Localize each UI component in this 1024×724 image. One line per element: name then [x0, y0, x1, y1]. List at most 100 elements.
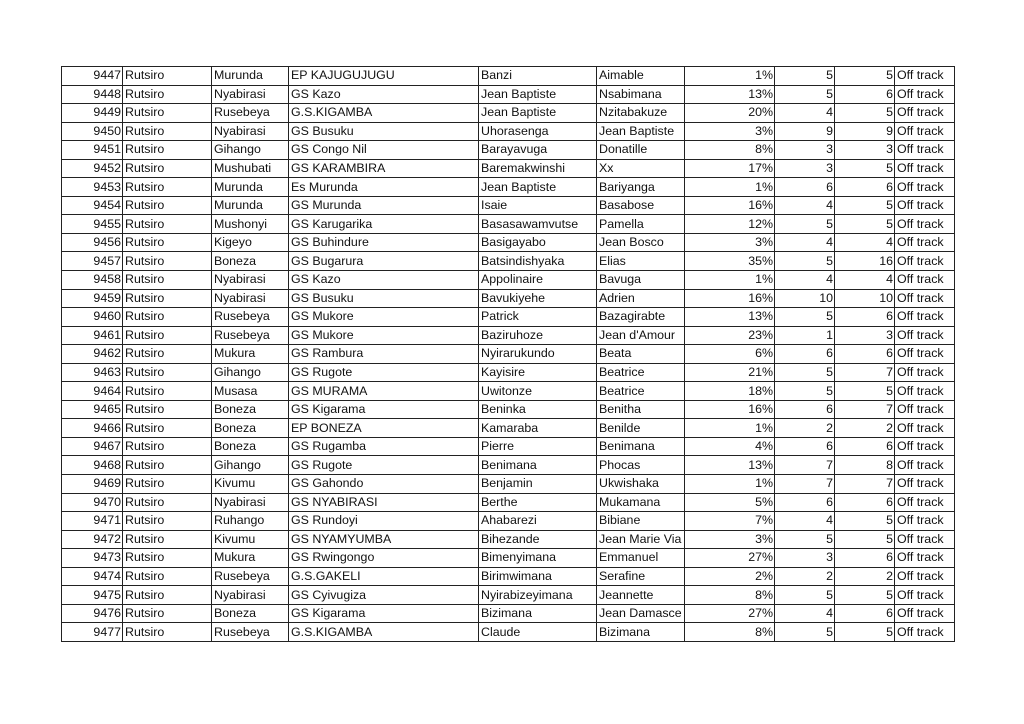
cell-status: Off track — [894, 585, 955, 605]
cell-percent: 16% — [684, 195, 775, 216]
cell-last-name: Jean Baptiste — [478, 103, 597, 123]
cell-last-name: Isaie — [478, 195, 597, 216]
cell-sector: Murunda — [211, 177, 289, 197]
cell-school: GS Kazo — [288, 84, 479, 105]
cell-first-name: Bariyanga — [596, 177, 685, 197]
cell-sector: Murunda — [211, 66, 289, 86]
cell-value-b: 5 — [834, 511, 895, 531]
cell-last-name: Benimana — [478, 455, 597, 476]
cell-first-name: Jean Damasce — [596, 603, 685, 624]
table-row: 9463 Rutsiro Gihango GS Rugote Kayisire Beatr… — [61, 362, 955, 383]
cell-school: GS Busuku — [288, 121, 479, 142]
cell-sector: Gihango — [211, 362, 289, 383]
cell-value-a: 1 — [774, 325, 835, 346]
cell-district: Rutsiro — [122, 288, 212, 309]
cell-sector: Rusebeya — [211, 566, 289, 587]
cell-value-a: 4 — [774, 603, 835, 624]
cell-value-b: 6 — [834, 177, 895, 197]
table-row: 9467 Rutsiro Boneza GS Rugamba Pierre Beniman… — [61, 436, 955, 457]
cell-last-name: Uhorasenga — [478, 121, 597, 142]
cell-value-a: 2 — [774, 418, 835, 438]
cell-first-name: Mukamana — [596, 492, 685, 513]
cell-id: 9475 — [61, 585, 123, 605]
table-row: 9459 Rutsiro Nyabirasi GS Busuku Bavukiyehe A… — [61, 288, 955, 309]
cell-sector: Kigeyo — [211, 232, 289, 253]
cell-id: 9473 — [61, 548, 123, 568]
cell-id: 9462 — [61, 344, 123, 364]
cell-sector: Gihango — [211, 140, 289, 160]
cell-percent: 18% — [684, 381, 775, 401]
cell-value-b: 5 — [834, 195, 895, 216]
cell-value-a: 3 — [774, 548, 835, 568]
cell-last-name: Barayavuga — [478, 140, 597, 160]
cell-value-a: 3 — [774, 158, 835, 179]
cell-value-b: 7 — [834, 399, 895, 420]
cell-status: Off track — [894, 381, 955, 401]
cell-district: Rutsiro — [122, 307, 212, 327]
cell-value-a: 6 — [774, 436, 835, 457]
cell-school: GS Karugarika — [288, 214, 479, 234]
cell-first-name: Benitha — [596, 399, 685, 420]
cell-last-name: Banzi — [478, 66, 597, 86]
cell-first-name: Ukwishaka — [596, 474, 685, 494]
cell-last-name: Beninka — [478, 399, 597, 420]
cell-first-name: Jean Baptiste — [596, 121, 685, 142]
cell-id: 9466 — [61, 418, 123, 438]
cell-first-name: Elias — [596, 251, 685, 272]
cell-value-b: 9 — [834, 121, 895, 142]
cell-district: Rutsiro — [122, 362, 212, 383]
cell-first-name: Nzitabakuze — [596, 103, 685, 123]
cell-value-a: 5 — [774, 84, 835, 105]
cell-percent: 1% — [684, 418, 775, 438]
cell-sector: Boneza — [211, 603, 289, 624]
cell-status: Off track — [894, 511, 955, 531]
cell-school: G.S.KIGAMBA — [288, 622, 479, 642]
cell-last-name: Bizimana — [478, 603, 597, 624]
cell-status: Off track — [894, 362, 955, 383]
cell-value-b: 6 — [834, 84, 895, 105]
cell-school: GS MURAMA — [288, 381, 479, 401]
cell-sector: Musasa — [211, 381, 289, 401]
cell-school: G.S.KIGAMBA — [288, 103, 479, 123]
table-row: 9476 Rutsiro Boneza GS Kigarama Bizimana Jean… — [61, 603, 955, 624]
cell-status: Off track — [894, 603, 955, 624]
cell-percent: 1% — [684, 474, 775, 494]
cell-value-b: 7 — [834, 474, 895, 494]
cell-first-name: Jean Bosco — [596, 232, 685, 253]
cell-percent: 3% — [684, 529, 775, 550]
table-row: 9462 Rutsiro Mukura GS Rambura Nyirarukundo B… — [61, 344, 955, 364]
cell-id: 9460 — [61, 307, 123, 327]
cell-sector: Mukura — [211, 548, 289, 568]
cell-district: Rutsiro — [122, 529, 212, 550]
cell-value-a: 9 — [774, 121, 835, 142]
cell-sector: Nyabirasi — [211, 84, 289, 105]
cell-value-a: 5 — [774, 381, 835, 401]
table-row: 9472 Rutsiro Kivumu GS NYAMYUMBA Bihezande Je… — [61, 529, 955, 550]
cell-district: Rutsiro — [122, 158, 212, 179]
cell-sector: Nyabirasi — [211, 121, 289, 142]
table-row: 9447 Rutsiro Murunda EP KAJUGUJUGU Banzi Aima… — [61, 66, 955, 86]
table-row: 9473 Rutsiro Mukura GS Rwingongo Bimenyimana… — [61, 548, 955, 568]
cell-sector: Rusebeya — [211, 325, 289, 346]
cell-id: 9476 — [61, 603, 123, 624]
cell-sector: Gihango — [211, 455, 289, 476]
cell-percent: 3% — [684, 232, 775, 253]
cell-district: Rutsiro — [122, 399, 212, 420]
cell-last-name: Nyirabizeyimana — [478, 585, 597, 605]
cell-school: GS Bugarura — [288, 251, 479, 272]
cell-status: Off track — [894, 492, 955, 513]
cell-percent: 5% — [684, 492, 775, 513]
cell-value-b: 4 — [834, 270, 895, 290]
cell-school: GS Buhindure — [288, 232, 479, 253]
cell-school: GS Congo Nil — [288, 140, 479, 160]
cell-first-name: Jean d'Amour — [596, 325, 685, 346]
table-row: 9455 Rutsiro Mushonyi GS Karugarika Basasawa… — [61, 214, 955, 234]
cell-value-b: 5 — [834, 622, 895, 642]
cell-sector: Boneza — [211, 399, 289, 420]
cell-school: GS Kazo — [288, 270, 479, 290]
cell-last-name: Basasawamvutse — [478, 214, 597, 234]
cell-first-name: Beatrice — [596, 381, 685, 401]
cell-status: Off track — [894, 455, 955, 476]
cell-school: GS Rugote — [288, 455, 479, 476]
cell-last-name: Jean Baptiste — [478, 84, 597, 105]
